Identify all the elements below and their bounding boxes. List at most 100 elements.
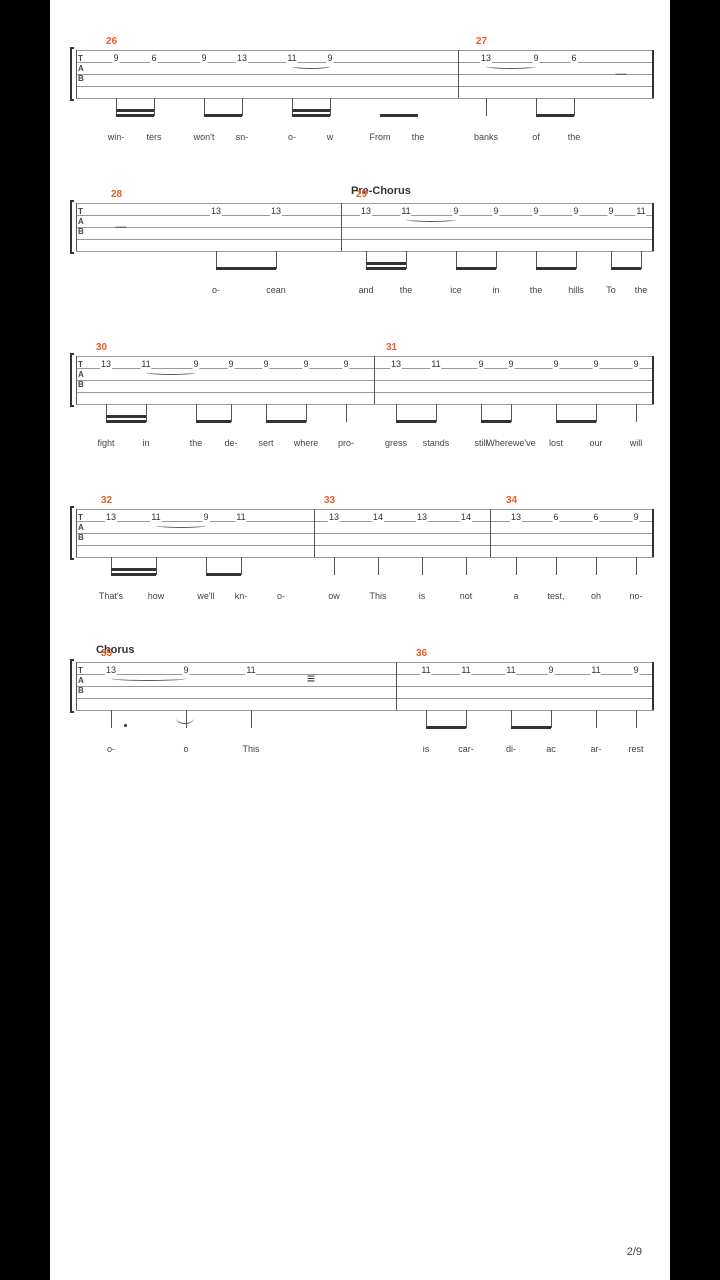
- note-stem: [422, 557, 423, 575]
- staff-line: [76, 710, 654, 711]
- note-stem: [154, 98, 155, 116]
- slur: [176, 712, 194, 724]
- fret-number: 9: [192, 359, 199, 369]
- tab-staff: TAB28—13o-13cean2913and11the9ice9in9the9…: [66, 203, 654, 251]
- note-stem: [596, 557, 597, 575]
- staff-line: [76, 86, 654, 87]
- fret-number: 9: [632, 512, 639, 522]
- staff-line: [76, 50, 654, 51]
- staff-line: [76, 239, 654, 240]
- note-stem: [496, 251, 497, 269]
- fret-number: 9: [547, 665, 554, 675]
- beam: [106, 420, 146, 423]
- lyric: o-: [212, 285, 220, 295]
- beam: [396, 420, 436, 423]
- fret-number: 9: [342, 359, 349, 369]
- fret-number: 14: [460, 512, 472, 522]
- fret-number: 9: [632, 665, 639, 675]
- barline: [374, 356, 375, 404]
- lyric: From: [370, 132, 391, 142]
- staff-bracket: [70, 353, 74, 407]
- fret-number: 13: [390, 359, 402, 369]
- beam: [204, 114, 242, 117]
- fret-number: 9: [532, 206, 539, 216]
- lyric: rest: [628, 744, 643, 754]
- measure-number: 35: [101, 648, 112, 659]
- fret-number: 9: [532, 53, 539, 63]
- note-stem: [251, 710, 252, 728]
- measure-number: 32: [101, 495, 112, 506]
- lyric: the: [568, 132, 581, 142]
- measure-number: 34: [506, 495, 517, 506]
- note-stem: [596, 710, 597, 728]
- lyric: ters: [146, 132, 161, 142]
- note-stem: [306, 404, 307, 422]
- beam: [380, 114, 418, 117]
- lyric: sert: [258, 438, 273, 448]
- tie: [292, 64, 330, 69]
- measure-number: 29: [356, 189, 367, 200]
- barline: [396, 662, 397, 710]
- lyric: win-: [108, 132, 125, 142]
- lyric: kn-: [235, 591, 248, 601]
- fret-number: 11: [590, 665, 601, 675]
- tab-staff: TAB269win-6ters9won't13sn-11o-9wFromthe2…: [66, 50, 654, 98]
- measure-number: 27: [476, 36, 487, 47]
- note-stem: [596, 404, 597, 422]
- fret-number: 11: [460, 665, 471, 675]
- beam: [292, 114, 330, 117]
- staff-line: [76, 98, 654, 99]
- staff-system: TAB269win-6ters9won't13sn-11o-9wFromthe2…: [66, 50, 654, 98]
- measure-number: 30: [96, 342, 107, 353]
- lyric: That's: [99, 591, 123, 601]
- barline: [341, 203, 342, 251]
- measure-number: 31: [386, 342, 397, 353]
- tab-page: TAB269win-6ters9won't13sn-11o-9wFromthe2…: [50, 0, 670, 1280]
- tie: [156, 523, 206, 528]
- fret-number: 9: [262, 359, 269, 369]
- fret-number: 9: [477, 359, 484, 369]
- beam: [536, 114, 574, 117]
- tie: [146, 370, 196, 375]
- fret-number: 13: [416, 512, 428, 522]
- tab-staff: TAB3013fight11in9the9de-9sert9where9pro-…: [66, 356, 654, 404]
- lyric: test,: [547, 591, 564, 601]
- note-stem: [378, 557, 379, 575]
- beam: [366, 262, 406, 265]
- lyric: our: [589, 438, 602, 448]
- beam: [292, 109, 330, 112]
- fret-number: 13: [100, 359, 112, 369]
- note-stem: [511, 404, 512, 422]
- note-stem: [556, 557, 557, 575]
- tie: [406, 217, 456, 222]
- fret-number: 9: [592, 359, 599, 369]
- fret-number: 9: [452, 206, 459, 216]
- fret-number: 9: [182, 665, 189, 675]
- lyric: lost: [549, 438, 563, 448]
- fret-number: 13: [360, 206, 372, 216]
- note-stem: [276, 251, 277, 269]
- barline: [652, 203, 654, 251]
- beam: [196, 420, 231, 423]
- measure-number: 33: [324, 495, 335, 506]
- tab-clef: TAB: [78, 54, 84, 84]
- fret-number: 9: [202, 512, 209, 522]
- note-stem: [156, 557, 157, 575]
- staff-line: [76, 686, 654, 687]
- fret-number: 13: [236, 53, 248, 63]
- systems-container: TAB269win-6ters9won't13sn-11o-9wFromthe2…: [50, 50, 670, 710]
- lyric: hills: [568, 285, 584, 295]
- barline: [76, 203, 77, 251]
- rest: ≡: [307, 670, 315, 686]
- fret-number: 9: [112, 53, 119, 63]
- fret-number: 9: [507, 359, 514, 369]
- lyric: de-: [224, 438, 237, 448]
- barline: [652, 50, 654, 98]
- lyric: is: [423, 744, 430, 754]
- beam: [116, 109, 154, 112]
- lyric: the: [530, 285, 543, 295]
- beam: [426, 726, 466, 729]
- beam: [206, 573, 241, 576]
- staff-line: [76, 404, 654, 405]
- lyric: in: [142, 438, 149, 448]
